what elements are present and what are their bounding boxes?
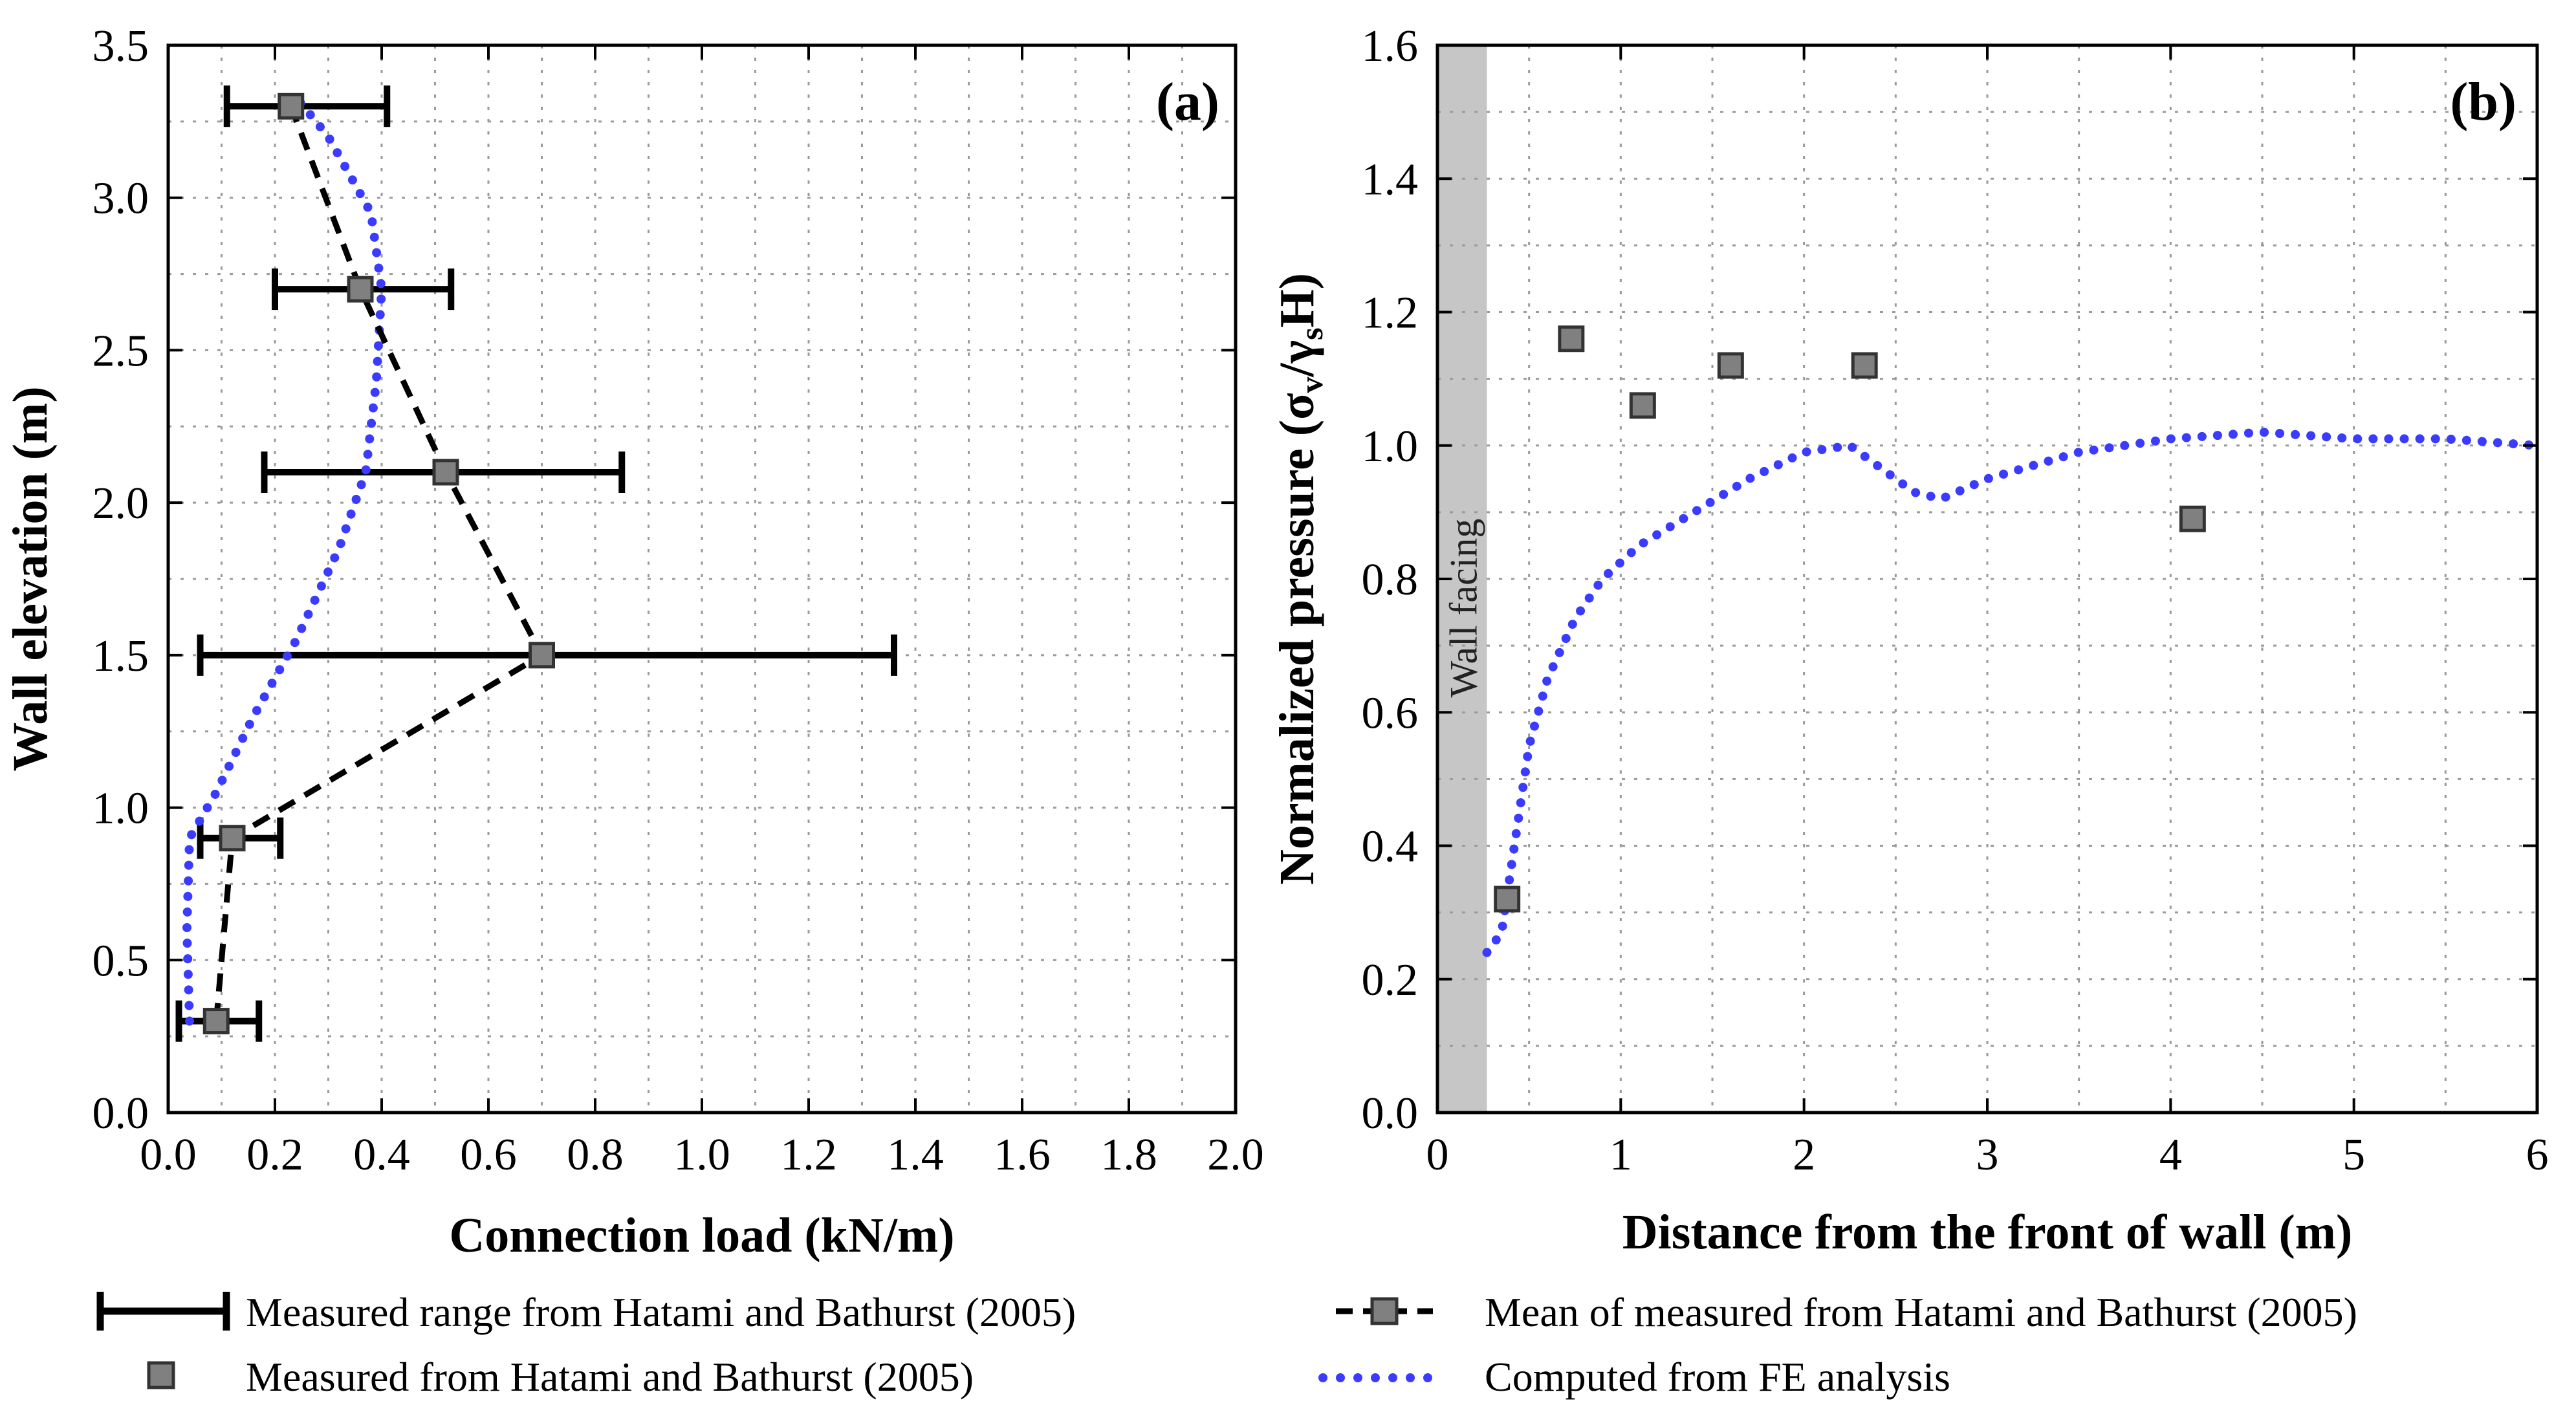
chart-b-x-tick-label: 2: [1793, 1130, 1815, 1180]
legend-measured-marker: [147, 1361, 175, 1389]
mean-point: [347, 276, 374, 303]
mean-line: [213, 105, 546, 1021]
measured-point: [1629, 392, 1656, 419]
chart-b-y-tick-label: 1.2: [1362, 288, 1419, 338]
legend-item-fe: Computed from FE analysis: [1318, 1354, 1950, 1400]
legend-fe-dot: [1406, 1373, 1415, 1382]
chart-b-y-tick-label: 0.2: [1362, 955, 1419, 1005]
chart-b-y-tick-label: 0.4: [1362, 822, 1419, 872]
measured-point: [2179, 505, 2206, 532]
chart-b: 0 1 2 3 4 5 6 0.0 0.2 0.4 0.6 0.8 1.0 1.2 1.4 1.6 Wall …: [1270, 21, 2549, 1259]
chart-a-x-tick-label: 0.2: [246, 1130, 303, 1180]
legend-fe-dot: [1336, 1373, 1345, 1382]
legend-fe-dot: [1423, 1373, 1432, 1382]
chart-a-y-tick-label: 3.5: [93, 21, 149, 71]
mean-point: [219, 825, 246, 852]
legend-fe-label: Computed from FE analysis: [1485, 1354, 1950, 1400]
legend-mean-label: Mean of measured from Hatami and Bathurs…: [1485, 1289, 2357, 1335]
chart-b-x-tick-label: 5: [2342, 1130, 2365, 1180]
chart-b-grid: [1437, 45, 2537, 1113]
fe-line-a: [182, 86, 386, 1026]
chart-a-x-tick-label: 2.0: [1207, 1130, 1264, 1180]
mean-point: [529, 642, 555, 669]
chart-b-panel-label: (b): [2450, 72, 2516, 132]
chart-a-x-tick-label: 0.8: [567, 1130, 624, 1180]
chart-b-ticks: 0 1 2 3 4 5 6 0.0 0.2 0.4 0.6 0.8 1.0 1.2 1.4 1.6: [1362, 21, 2549, 1180]
chart-b-y-axis-label-part1: Normalized pressure (σ: [1270, 393, 1324, 885]
chart-b-x-tick-label: 6: [2526, 1130, 2549, 1180]
measured-point: [1494, 886, 1521, 913]
chart-a-x-tick-label: 0.6: [460, 1130, 517, 1180]
mean-point: [432, 459, 459, 486]
chart-a-y-tick-label: 1.0: [93, 784, 149, 834]
legend-fe-dot: [1318, 1373, 1327, 1382]
chart-a-x-tick-label: 0.0: [140, 1130, 197, 1180]
chart-b-series: [1482, 325, 2542, 957]
chart-a-y-tick-label: 0.5: [93, 936, 149, 986]
chart-a-x-axis-label: Connection load (kN/m): [449, 1208, 954, 1263]
legend-mean-marker: [1370, 1297, 1399, 1325]
legend: Measured range from Hatami and Bathurst …: [96, 1289, 2357, 1400]
legend-item-measured: Measured from Hatami and Bathurst (2005): [147, 1354, 974, 1400]
chart-a-y-tick-label: 3.0: [93, 174, 149, 224]
mean-point: [202, 1008, 230, 1035]
chart-b-y-axis-label: Normalized pressure (σv/γsH): [1270, 273, 1329, 885]
chart-a: 0.0 0.2 0.4 0.6 0.8 1.0 1.2 1.4 1.6 1.8 2.0 0.0 0.5 1…: [3, 21, 1264, 1263]
chart-b-y-tick-label: 0.6: [1362, 688, 1419, 738]
legend-fe-dot: [1353, 1373, 1362, 1382]
chart-b-y-tick-label: 1.0: [1362, 422, 1419, 472]
chart-b-y-axis-label-sub2: s: [1293, 327, 1329, 340]
chart-b-y-axis-label-part2: /γ: [1270, 340, 1324, 378]
chart-a-ticks: 0.0 0.2 0.4 0.6 0.8 1.0 1.2 1.4 1.6 1.8 2.0 0.0 0.5 1…: [93, 21, 1264, 1180]
chart-b-x-tick-label: 1: [1610, 1130, 1632, 1180]
chart-b-y-tick-label: 1.6: [1362, 21, 1419, 71]
legend-measured-label: Measured from Hatami and Bathurst (2005): [246, 1354, 974, 1400]
chart-b-x-axis-label: Distance from the front of wall (m): [1622, 1205, 2353, 1259]
chart-a-x-tick-label: 1.8: [1100, 1130, 1157, 1180]
chart-b-y-tick-label: 0.8: [1362, 555, 1419, 605]
chart-a-y-tick-label: 2.5: [93, 326, 149, 376]
chart-b-x-tick-label: 0: [1426, 1130, 1449, 1180]
legend-item-range: Measured range from Hatami and Bathurst …: [96, 1289, 1076, 1335]
chart-b-y-tick-label: 0.0: [1362, 1089, 1419, 1138]
chart-a-x-tick-label: 0.4: [353, 1130, 410, 1180]
legend-fe-dot: [1388, 1373, 1397, 1382]
chart-a-series: [175, 85, 897, 1042]
chart-b-y-axis-label-part3: H): [1270, 273, 1324, 327]
chart-b-x-tick-label: 3: [1976, 1130, 1999, 1180]
wall-facing-annotation: Wall facing: [1442, 519, 1485, 698]
fe-line-b: [1482, 428, 2542, 957]
legend-range-label: Measured range from Hatami and Bathurst …: [246, 1289, 1076, 1335]
chart-a-y-tick-label: 0.0: [93, 1089, 149, 1138]
legend-item-mean: Mean of measured from Hatami and Bathurs…: [1336, 1289, 2357, 1335]
chart-a-x-tick-label: 1.4: [887, 1130, 944, 1180]
measured-point: [1717, 352, 1744, 379]
mean-point: [278, 92, 305, 120]
chart-b-x-tick-label: 4: [2159, 1130, 2182, 1180]
measured-point: [1558, 325, 1585, 353]
chart-a-x-tick-label: 1.6: [994, 1130, 1051, 1180]
chart-a-y-tick-label: 2.0: [93, 479, 149, 528]
chart-a-y-axis-label: Wall elevation (m): [3, 386, 58, 771]
chart-a-y-tick-label: 1.5: [93, 631, 149, 681]
chart-a-x-tick-label: 1.2: [780, 1130, 837, 1180]
chart-b-y-axis-label-sub1: v: [1293, 377, 1329, 393]
chart-a-x-tick-label: 1.0: [673, 1130, 730, 1180]
chart-a-panel-label: (a): [1156, 72, 1219, 132]
measured-point: [1851, 352, 1878, 379]
legend-fe-dot: [1371, 1373, 1380, 1382]
chart-b-y-tick-label: 1.4: [1362, 155, 1419, 204]
